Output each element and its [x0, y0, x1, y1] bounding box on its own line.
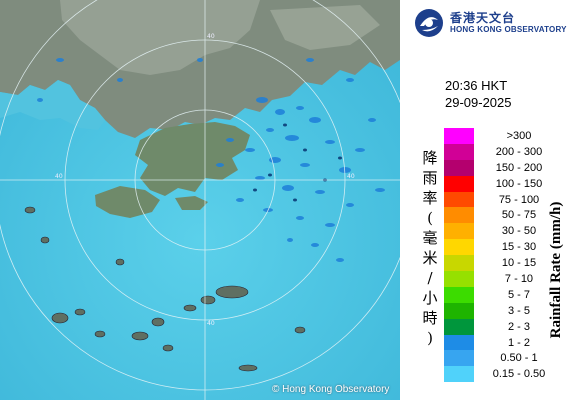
legend-row: >300: [444, 128, 564, 144]
legend-label: 2 - 3: [507, 320, 530, 333]
legend-swatch: [444, 128, 474, 144]
legend-title-en: Rainfall Rate (mm/h): [548, 201, 564, 339]
hko-logo-icon: [415, 9, 443, 37]
range-ring-label: 40: [55, 173, 63, 180]
legend-label: 5 - 7: [507, 288, 530, 301]
range-ring-label: 40: [207, 320, 215, 327]
range-ring-label: 40: [207, 33, 215, 40]
legend-label: 15 - 30: [501, 241, 537, 254]
legend-title-zh-char: 雨: [422, 169, 438, 187]
legend-swatch: [444, 143, 474, 160]
legend-label: 1 - 2: [507, 336, 530, 349]
legend-row: 1 - 2: [444, 334, 564, 351]
legend-row: 200 - 300: [444, 143, 564, 160]
legend-label: 200 - 300: [495, 145, 543, 158]
info-panel: 香港天文台 HONG KONG OBSERVATORY 20:36 HKT 29…: [400, 0, 577, 400]
legend-row: 30 - 50: [444, 223, 564, 240]
legend-row: 100 - 150: [444, 175, 564, 192]
organization-name-en: HONG KONG OBSERVATORY: [450, 25, 567, 34]
legend-title-zh-char: 小: [422, 289, 438, 307]
legend-label: 0.15 - 0.50: [492, 368, 546, 381]
legend-swatch: [444, 223, 474, 240]
rain-echoes: [37, 58, 385, 262]
legend-swatch: [444, 255, 474, 272]
legend-row: 3 - 5: [444, 302, 564, 319]
legend-row: 2 - 3: [444, 318, 564, 335]
legend-title-zh-char: 時: [422, 309, 438, 327]
lantau-island: [95, 186, 160, 218]
legend-swatch: [444, 191, 474, 208]
legend-label: 100 - 150: [495, 177, 543, 190]
legend-swatch: [444, 350, 474, 367]
legend-label: 50 - 75: [501, 209, 537, 222]
legend-title-zh-char: (: [427, 209, 433, 227]
organization-name-zh: 香港天文台: [450, 11, 516, 25]
legend-row: 0.15 - 0.50: [444, 366, 564, 383]
mainland-land-light: [270, 5, 380, 50]
legend-row: 75 - 100: [444, 191, 564, 208]
legend-row: 50 - 75: [444, 207, 564, 224]
legend-label: >300: [506, 129, 532, 142]
legend-row: 5 - 7: [444, 286, 564, 303]
legend-row: 15 - 30: [444, 239, 564, 256]
observation-date: 29-09-2025: [445, 95, 512, 110]
legend-label: 150 - 200: [495, 161, 543, 174]
legend-label: 75 - 100: [498, 193, 540, 206]
outlying-islands: [24, 206, 306, 372]
range-ring-label: 40: [347, 173, 355, 180]
range-ring-labels: 40 40 40 40: [55, 33, 355, 327]
legend-swatch: [444, 207, 474, 224]
legend-label: 30 - 50: [501, 225, 537, 238]
legend-title-zh-char: /: [427, 269, 433, 287]
estuary-water: [0, 80, 105, 130]
legend-title-zh-char: 米: [422, 249, 438, 267]
observation-time: 20:36 HKT: [445, 78, 508, 93]
legend-swatch: [444, 159, 474, 176]
rain-echoes-dark: [253, 123, 342, 202]
legend-swatch: [444, 318, 474, 335]
range-rings: [0, 0, 400, 400]
legend-title-zh-char: 毫: [422, 229, 438, 247]
legend-title-zh-char: ): [427, 329, 433, 347]
legend-row: 0.50 - 1: [444, 350, 564, 367]
legend-title-zh-char: 率: [422, 189, 438, 207]
mainland-land-light: [60, 0, 260, 75]
legend-swatch: [444, 175, 474, 192]
hong-kong-land: [135, 122, 250, 196]
radar-map[interactable]: 40 40 40 40 © Hong Kong Observatory: [0, 0, 400, 400]
legend-row: 150 - 200: [444, 159, 564, 176]
radar-map-canvas: 40 40 40 40: [0, 0, 400, 400]
legend-swatch: [444, 334, 474, 351]
hong-kong-island: [175, 196, 208, 210]
rainfall-legend: >300 200 - 300 150 - 200 100 - 150 75 - 100 5…: [444, 128, 564, 383]
legend-title-zh-char: 降: [422, 149, 438, 167]
legend-label: 0.50 - 1: [500, 352, 538, 365]
legend-swatch: [444, 302, 474, 319]
copyright-notice: © Hong Kong Observatory: [272, 384, 390, 395]
legend-swatch: [444, 366, 474, 383]
legend-title-zh: 降雨率 ( 毫米 / 小時): [420, 148, 440, 348]
legend-row: 7 - 10: [444, 271, 564, 287]
legend-swatch: [444, 286, 474, 303]
legend-swatch: [444, 239, 474, 256]
legend-row: 10 - 15: [444, 255, 564, 272]
legend-label: 3 - 5: [507, 304, 530, 317]
legend-label: 7 - 10: [504, 272, 534, 285]
legend-label: 10 - 15: [501, 257, 537, 270]
legend-swatch: [444, 271, 474, 287]
